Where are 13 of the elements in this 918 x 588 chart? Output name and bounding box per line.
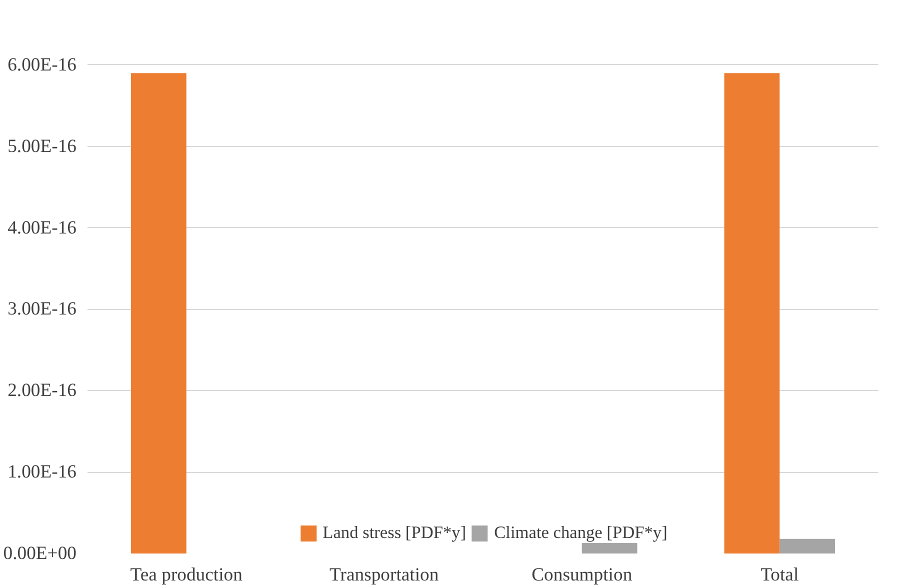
x-tick-label: Tea production — [130, 564, 244, 586]
y-tick-label: 1.00E-16 — [8, 462, 77, 483]
legend-label: Land stress [PDF*y] — [322, 523, 466, 543]
y-tick-label: 6.00E-16 — [8, 54, 77, 76]
x-tick-label: Total — [760, 564, 799, 586]
legend-label: Climate change [PDF*y] — [494, 523, 668, 543]
y-tick-label: 5.00E-16 — [8, 136, 77, 157]
x-tick-label: Transportation — [330, 564, 440, 586]
y-tick-label: 4.00E-16 — [8, 217, 77, 238]
y-tick-label: 3.00E-16 — [8, 298, 77, 320]
y-tick-label: 0.00E+00 — [3, 543, 77, 564]
x-tick-label: Consumption — [532, 564, 633, 586]
y-tick-label: 2.00E-16 — [8, 380, 77, 402]
